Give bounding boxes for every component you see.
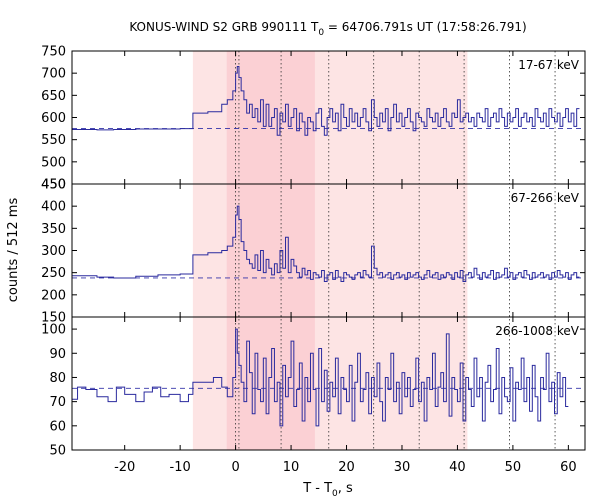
y-axis-label: counts / 512 ms: [6, 198, 21, 303]
y-tick-label-1-6: 450: [41, 178, 66, 193]
y-tick-label-1-0: 150: [41, 311, 66, 326]
panel-label-67-266-kev: 67-266 keV: [511, 191, 580, 205]
x-tick-label-3: 10: [283, 460, 300, 475]
x-tick-label-8: 60: [560, 460, 577, 475]
x-tick-label-4: 20: [338, 460, 355, 475]
y-tick-label-2-4: 90: [49, 347, 66, 362]
y-tick-label-0-6: 750: [41, 45, 66, 60]
count-curve-1: [72, 205, 580, 283]
x-axis-label: T - T0, s: [302, 481, 353, 499]
y-tick-label-2-3: 80: [49, 371, 66, 386]
x-tick-label-0: -20: [114, 460, 135, 475]
panel-label-17-67-kev: 17-67 keV: [518, 58, 580, 72]
y-tick-label-1-2: 250: [41, 266, 66, 281]
y-tick-label-0-3: 600: [41, 111, 66, 126]
dotted-time-markers: [235, 51, 556, 450]
y-tick-label-2-0: 50: [49, 444, 66, 459]
y-tick-label-0-4: 650: [41, 89, 66, 104]
y-tick-label-1-1: 200: [41, 288, 66, 303]
panel-label-266-1008-kev: 266-1008 keV: [495, 324, 579, 338]
y-tick-label-1-5: 400: [41, 200, 66, 215]
shaded-interval-1: [226, 51, 315, 450]
x-tick-label-2: 0: [231, 460, 239, 475]
y-tick-label-2-5: 100: [41, 323, 66, 338]
y-tick-label-0-2: 550: [41, 133, 66, 148]
y-tick-label-1-3: 300: [41, 244, 66, 259]
count-curve-2: [72, 328, 569, 427]
y-tick-label-0-0: 450: [41, 178, 66, 193]
x-tick-label-6: 40: [449, 460, 466, 475]
panel-frame-2: [71, 316, 586, 451]
chart-title: KONUS-WIND S2 GRB 990111 T0 = 64706.791s…: [129, 20, 526, 38]
y-tick-label-1-4: 350: [41, 222, 66, 237]
y-tick-label-0-1: 500: [41, 155, 66, 170]
y-tick-label-2-1: 60: [49, 419, 66, 434]
count-curve-0: [72, 66, 580, 136]
x-tick-label-7: 50: [505, 460, 522, 475]
axis-ticks: 4505005506006507007501502002503003504004…: [41, 45, 585, 475]
count-rate-curves: [72, 66, 580, 427]
y-tick-label-2-2: 70: [49, 395, 66, 410]
x-tick-label-5: 30: [394, 460, 411, 475]
x-tick-label-1: -10: [170, 460, 191, 475]
y-tick-label-0-5: 700: [41, 67, 66, 82]
